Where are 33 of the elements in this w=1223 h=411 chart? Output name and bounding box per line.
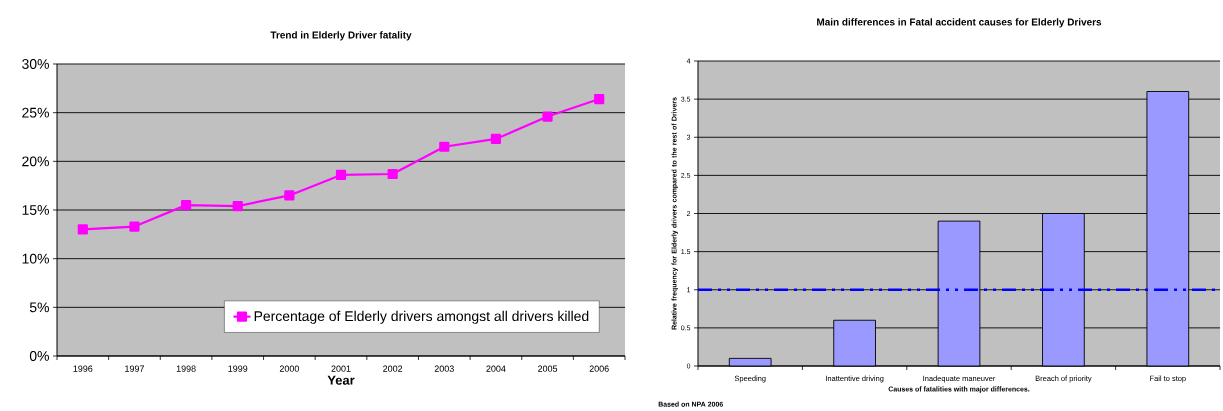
point [335,169,347,181]
y-tick-label: 5% [29,302,49,313]
point [232,201,243,212]
x-tick-label: 1997 [125,365,144,372]
x-tick-label: 2006 [589,365,609,372]
y-tick-label: 0% [29,351,49,361]
point [129,221,140,232]
point [387,168,398,180]
point [77,224,88,235]
y-tick-label: 20% [22,156,49,167]
x-tick-label: 2001 [331,365,351,372]
point [490,133,502,145]
y-tick-label: 30% [22,59,49,69]
x-tick-label: 2003 [434,365,454,372]
point [439,141,450,152]
point [180,200,192,211]
y-tick-label: 25% [22,107,49,118]
x-tick-label: 2005 [538,365,558,372]
y-tick-label: 15% [22,205,49,215]
point [284,190,295,201]
x-tick-label: 2004 [486,365,506,372]
chart-title: Main differences in Fatal accident causes for Elderly Drivers [817,18,1102,28]
point [542,111,553,122]
x-axis-title: Year [327,375,355,385]
point [594,93,605,105]
x-tick-label: 1996 [73,365,93,372]
x-tick-label: 2002 [383,365,403,372]
x-tick-label: 2000 [279,365,299,372]
x-tick-label: 1998 [176,365,196,372]
legend-label: Percentage of Elderly drivers amongst all drivers killed [254,310,589,324]
chart-title: Trend in Elderly Driver fatality [270,31,412,41]
x-tick-label: 1999 [228,365,248,372]
y-tick-label: 10% [22,253,49,264]
